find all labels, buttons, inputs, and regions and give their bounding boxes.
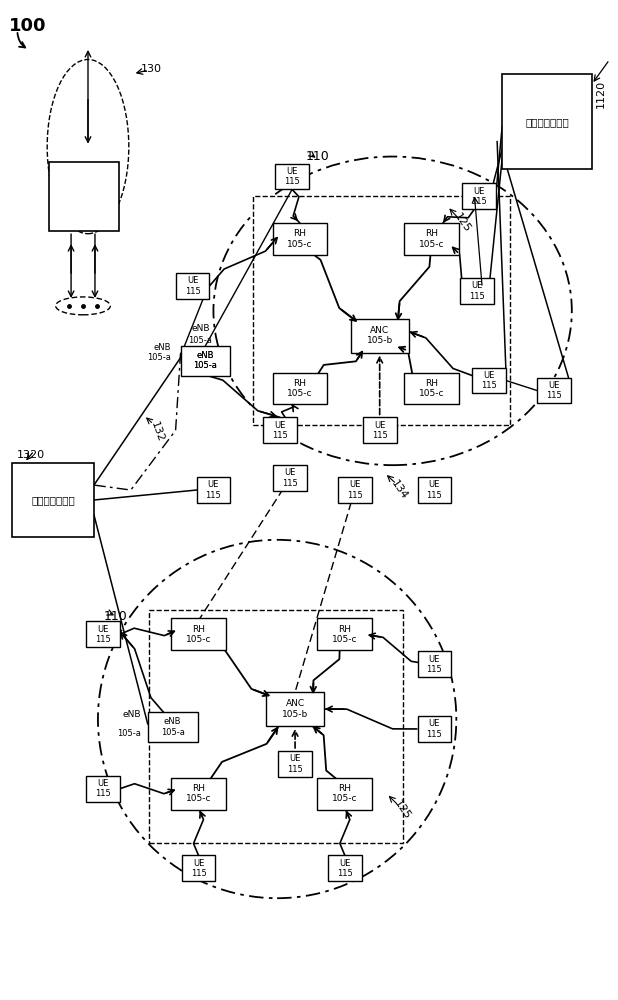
Text: ANC
105-b: ANC 105-b [282,699,308,719]
Text: 100: 100 [9,17,47,35]
FancyBboxPatch shape [462,183,496,209]
FancyBboxPatch shape [253,196,510,425]
FancyBboxPatch shape [266,692,324,726]
FancyBboxPatch shape [49,162,119,231]
Text: UE
115: UE 115 [185,276,200,296]
Text: RH
105-c: RH 105-c [419,229,444,249]
FancyBboxPatch shape [537,378,571,403]
FancyBboxPatch shape [502,74,591,169]
Text: eNB
105-a: eNB 105-a [193,351,218,370]
FancyBboxPatch shape [273,465,307,491]
FancyBboxPatch shape [404,373,459,404]
FancyBboxPatch shape [148,712,198,742]
FancyBboxPatch shape [460,278,494,304]
Text: UE
115: UE 115 [95,779,111,798]
FancyBboxPatch shape [149,610,402,843]
FancyBboxPatch shape [86,776,120,802]
Text: UE
115: UE 115 [426,480,442,500]
Text: UE
115: UE 115 [546,381,562,400]
Text: RH
105-c: RH 105-c [419,379,444,398]
Text: 125: 125 [452,211,473,234]
Text: 132: 132 [149,420,166,444]
FancyBboxPatch shape [278,751,312,777]
Text: UE
115: UE 115 [273,421,288,440]
Text: eNB: eNB [191,324,210,333]
FancyBboxPatch shape [363,417,397,443]
Text: RH
105-c: RH 105-c [186,784,211,803]
Text: UE
115: UE 115 [426,719,442,739]
Text: 1120: 1120 [596,79,606,108]
Text: UE
115: UE 115 [206,480,221,500]
Text: UE
115: UE 115 [469,281,485,301]
Text: 110: 110 [104,610,128,623]
Text: 无线通信管理器: 无线通信管理器 [32,495,75,505]
FancyBboxPatch shape [404,223,459,255]
FancyBboxPatch shape [273,223,328,255]
Text: UE
115: UE 115 [481,371,497,390]
FancyBboxPatch shape [171,618,226,650]
Text: RH
105-c: RH 105-c [287,379,313,398]
Text: eNB
105-a: eNB 105-a [161,717,185,737]
Text: RH
105-c: RH 105-c [186,625,211,644]
FancyBboxPatch shape [418,651,451,677]
FancyBboxPatch shape [12,463,94,537]
Text: eNB
105-a: eNB 105-a [193,351,218,370]
Text: 110: 110 [306,150,330,163]
Text: UE
115: UE 115 [472,187,487,206]
FancyBboxPatch shape [182,855,216,881]
Text: UE
115: UE 115 [372,421,387,440]
FancyBboxPatch shape [318,778,372,810]
FancyBboxPatch shape [351,319,408,353]
Text: 无线通信管理器: 无线通信管理器 [525,117,569,127]
FancyBboxPatch shape [418,716,451,742]
Text: 134: 134 [389,478,410,501]
FancyBboxPatch shape [180,346,231,376]
Text: 105-a: 105-a [188,336,213,345]
FancyBboxPatch shape [273,373,328,404]
Text: eNB
105-a: eNB 105-a [146,343,171,362]
Text: UE
115: UE 115 [426,655,442,674]
Text: UE
115: UE 115 [347,480,363,500]
FancyBboxPatch shape [328,855,362,881]
Text: 130: 130 [141,64,162,74]
Text: UE
115: UE 115 [190,859,206,878]
FancyBboxPatch shape [86,621,120,647]
FancyBboxPatch shape [171,778,226,810]
Text: ANC
105-b: ANC 105-b [366,326,393,345]
Text: 105-a: 105-a [117,729,141,738]
Text: UE
115: UE 115 [337,859,353,878]
FancyBboxPatch shape [176,273,210,299]
Text: 125: 125 [392,799,413,822]
FancyBboxPatch shape [472,368,506,393]
Text: 1320: 1320 [17,450,46,460]
Text: UE
115: UE 115 [284,167,300,186]
FancyBboxPatch shape [263,417,297,443]
FancyBboxPatch shape [275,164,309,189]
Text: eNB: eNB [122,710,141,719]
FancyBboxPatch shape [418,477,451,503]
FancyBboxPatch shape [338,477,371,503]
Text: RH
105-c: RH 105-c [332,784,358,803]
Text: UE
115: UE 115 [282,468,298,488]
Text: UE
115: UE 115 [287,754,303,774]
Text: RH
105-c: RH 105-c [332,625,358,644]
Text: RH
105-c: RH 105-c [287,229,313,249]
FancyBboxPatch shape [318,618,372,650]
FancyBboxPatch shape [197,477,231,503]
Text: UE
115: UE 115 [95,625,111,644]
